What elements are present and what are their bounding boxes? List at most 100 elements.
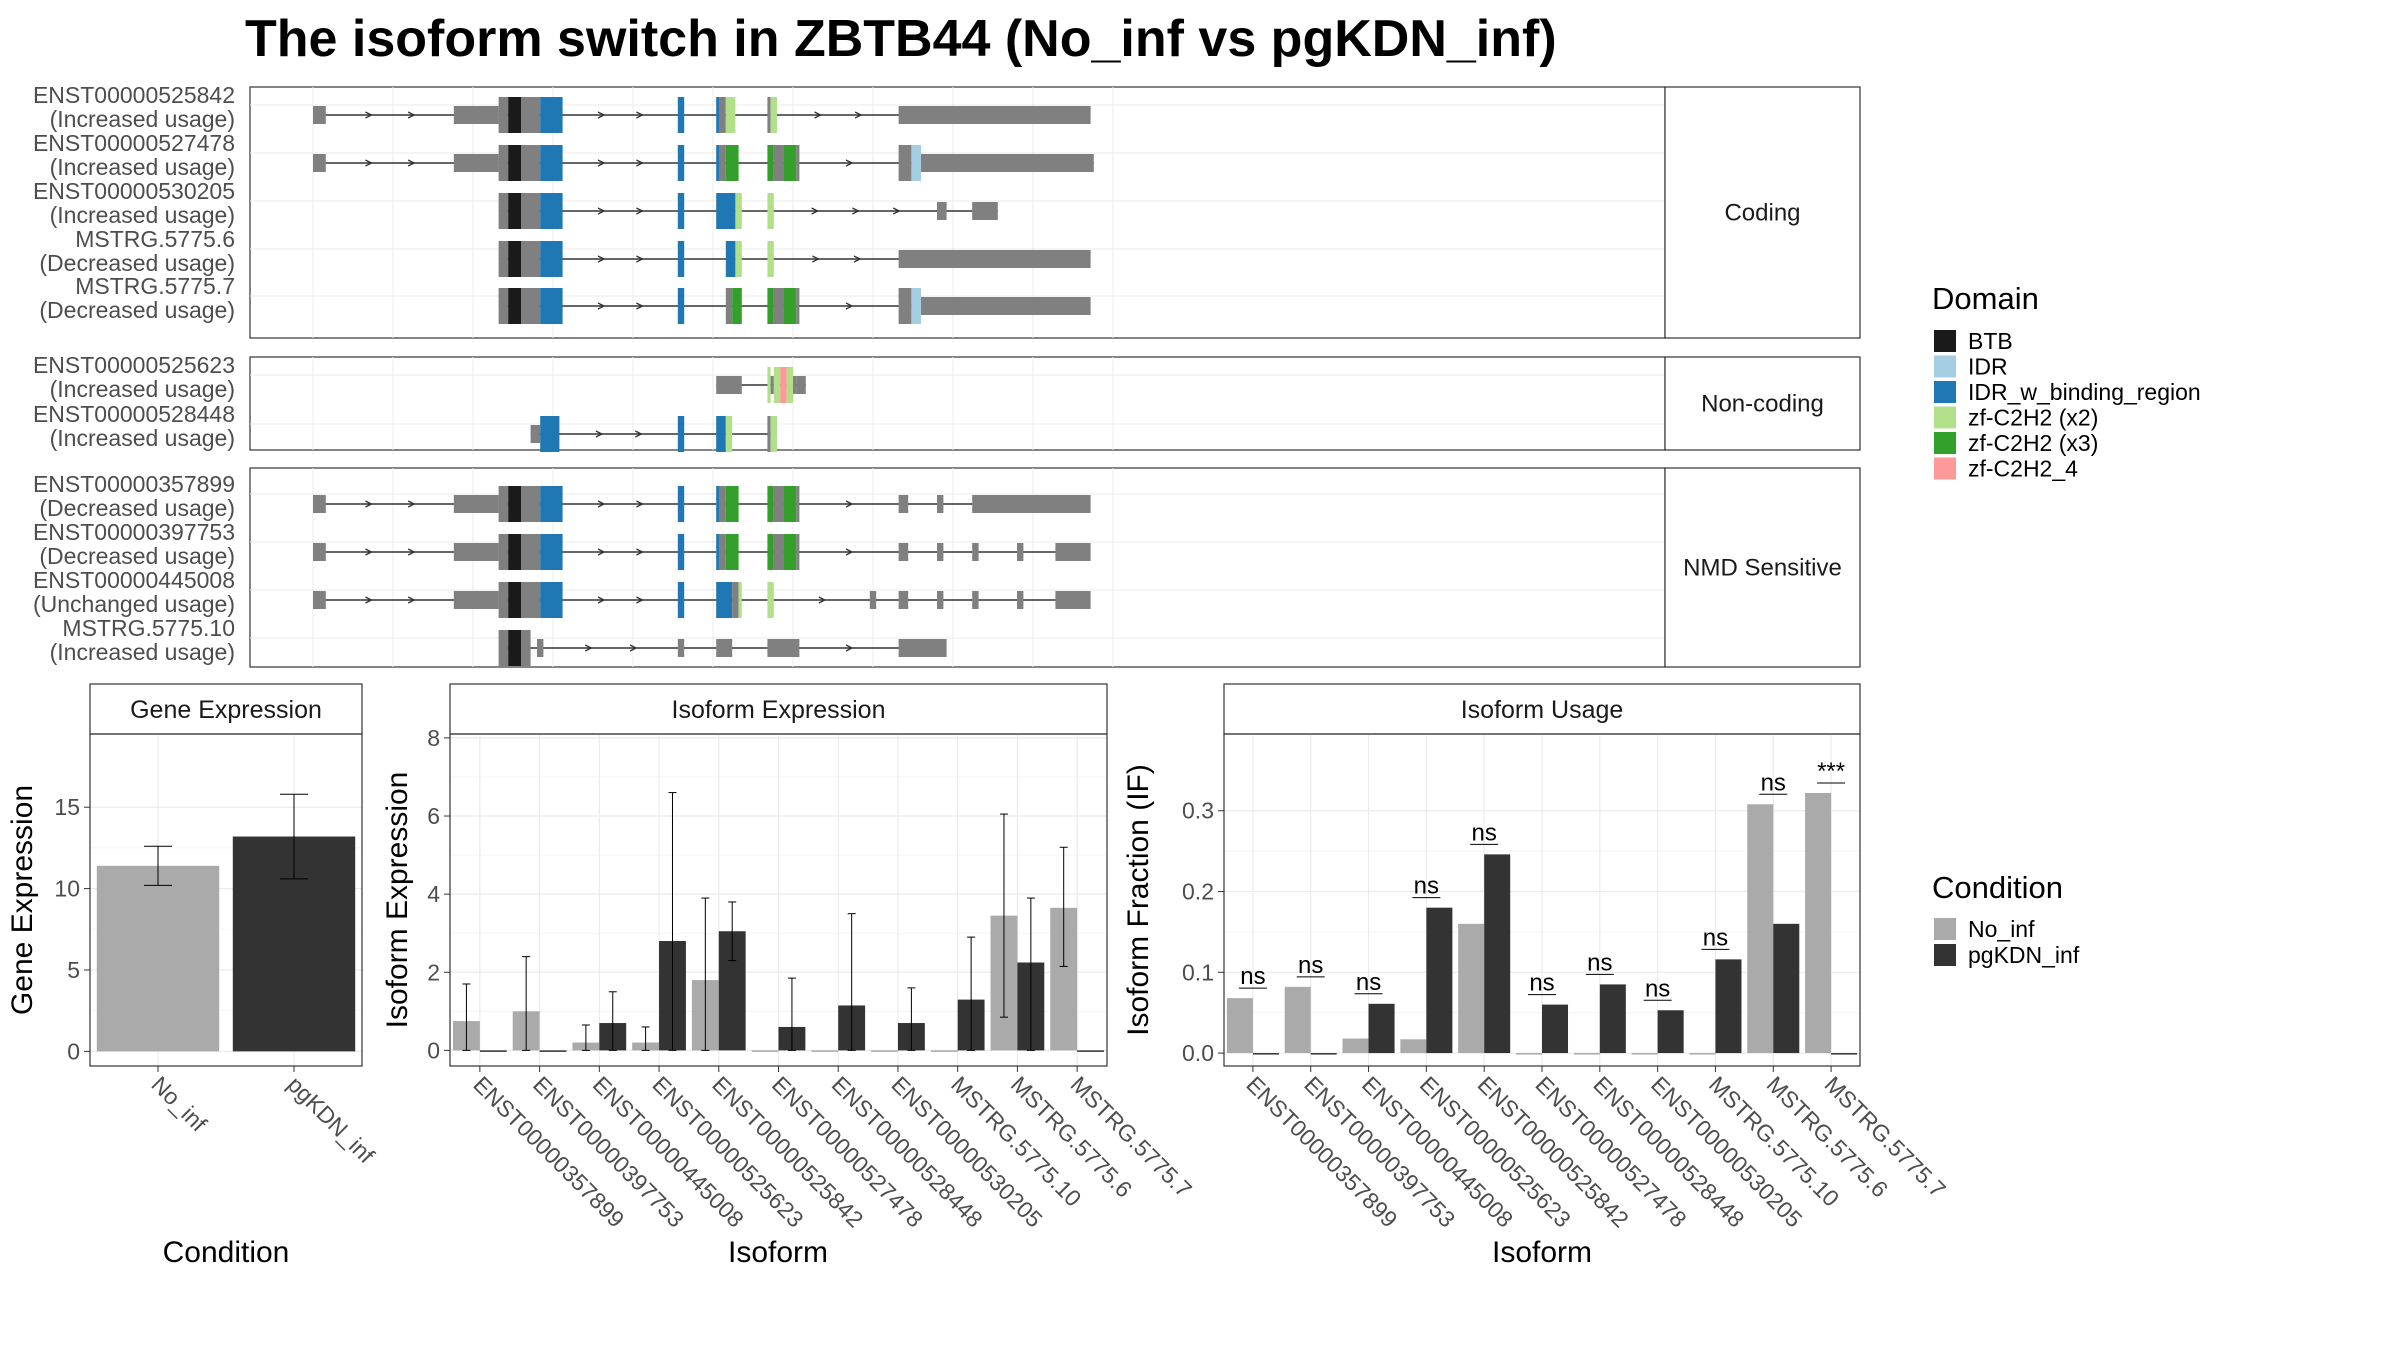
exon-block: [921, 297, 1091, 315]
y-tick-label: 0.1: [1182, 959, 1214, 985]
exon-block: [498, 486, 509, 522]
intron-arrow: [812, 255, 820, 263]
bar: [930, 1050, 958, 1052]
bar: [1310, 1053, 1337, 1055]
intron-arrow: [636, 255, 644, 263]
exon-block: [716, 486, 720, 522]
exon-block: [540, 97, 563, 133]
exon-block: [735, 193, 742, 229]
bar: [1077, 1050, 1105, 1052]
exon-block: [716, 416, 726, 452]
exon-block: [719, 145, 726, 181]
bar: [1831, 1053, 1858, 1055]
bar: [1657, 1010, 1684, 1054]
intron-arrow: [407, 596, 416, 604]
y-tick-label: 15: [54, 794, 80, 820]
group-strip: [1664, 86, 1861, 339]
exon-block: [937, 591, 944, 609]
legend-key: [1934, 381, 1956, 403]
exon-block: [677, 534, 685, 570]
exon-block: [738, 582, 742, 618]
x-axis-label: Condition: [163, 1236, 290, 1269]
legend-key: [1934, 918, 1956, 940]
exon-block: [521, 241, 541, 277]
isoform-name-label: ENST00000397753: [33, 519, 235, 545]
exon-block: [719, 486, 726, 522]
exon-block: [508, 288, 521, 324]
legend-label: zf-C2H2 (x3): [1968, 430, 2098, 456]
exon-block: [498, 241, 509, 277]
intron-arrow: [595, 430, 604, 438]
exon-block: [767, 416, 771, 452]
chart-strip: [1223, 683, 1861, 735]
exon-block: [911, 145, 921, 181]
exon-block: [767, 145, 774, 181]
exon-block: [796, 486, 800, 522]
bar: [1426, 907, 1453, 1054]
exon-block: [453, 154, 499, 172]
exon-block: [767, 534, 774, 570]
condition-legend-title: Condition: [1932, 870, 2063, 905]
exon-block: [898, 145, 912, 181]
exon-block: [732, 288, 742, 324]
exon-block: [780, 367, 787, 403]
intron-arrow: [818, 596, 827, 604]
legend-label: zf-C2H2_4: [1968, 456, 2078, 482]
exon-block: [453, 543, 499, 561]
y-tick-label: 6: [427, 803, 440, 829]
figure-title: The isoform switch in ZBTB44 (No_inf vs …: [245, 10, 1557, 68]
exon-block: [521, 630, 531, 666]
exon-block: [677, 639, 685, 657]
exon-block: [767, 367, 771, 403]
significance-label: ns: [1529, 970, 1554, 997]
x-axis-label: Isoform: [1492, 1236, 1592, 1269]
exon-block: [767, 193, 774, 229]
bar: [1226, 998, 1253, 1054]
exon-block: [1055, 591, 1091, 609]
y-tick-label: 0.3: [1182, 798, 1214, 824]
exon-block: [796, 288, 800, 324]
group-label: Non-coding: [1701, 391, 1824, 418]
exon-block: [540, 193, 563, 229]
y-tick-label: 10: [54, 876, 80, 902]
group-label: NMD Sensitive: [1683, 555, 1842, 582]
exon-block: [677, 97, 685, 133]
exon-block: [911, 288, 921, 324]
exon-block: [508, 145, 521, 181]
significance-label: ns: [1356, 969, 1381, 996]
exon-block: [313, 154, 326, 172]
exon-block: [898, 495, 909, 513]
exon-block: [521, 145, 541, 181]
intron-arrow: [892, 207, 901, 215]
bar: [811, 1050, 839, 1052]
bar: [1400, 1039, 1427, 1054]
exon-block: [972, 591, 979, 609]
y-tick-label: 8: [427, 725, 440, 751]
exon-block: [540, 241, 563, 277]
intron-arrow: [845, 159, 854, 167]
exon-block: [921, 154, 1094, 172]
exon-block: [796, 376, 806, 394]
exon-block: [732, 582, 739, 618]
intron-arrow: [852, 207, 860, 215]
exon-block: [677, 486, 685, 522]
isoform-usage-label: (Increased usage): [50, 376, 235, 402]
exon-block: [972, 495, 1091, 513]
intron-arrow: [636, 207, 644, 215]
y-tick-label: 2: [427, 959, 440, 985]
isoform-expression-chart: Isoform Expression02468ENST00000357899EN…: [381, 683, 1197, 1269]
isoform-name-label: ENST00000527478: [33, 130, 235, 156]
exon-block: [725, 416, 733, 452]
bar: [1599, 984, 1626, 1054]
exon-block: [313, 106, 326, 124]
exon-block: [898, 106, 1091, 124]
exon-block: [498, 582, 509, 618]
exon-block: [498, 97, 509, 133]
bar: [1252, 1053, 1279, 1055]
intron-arrow: [365, 596, 373, 604]
exon-block: [677, 145, 685, 181]
significance-label: ns: [1414, 873, 1439, 900]
intron-arrow: [845, 548, 854, 556]
isoform-name-label: ENST00000357899: [33, 471, 235, 497]
